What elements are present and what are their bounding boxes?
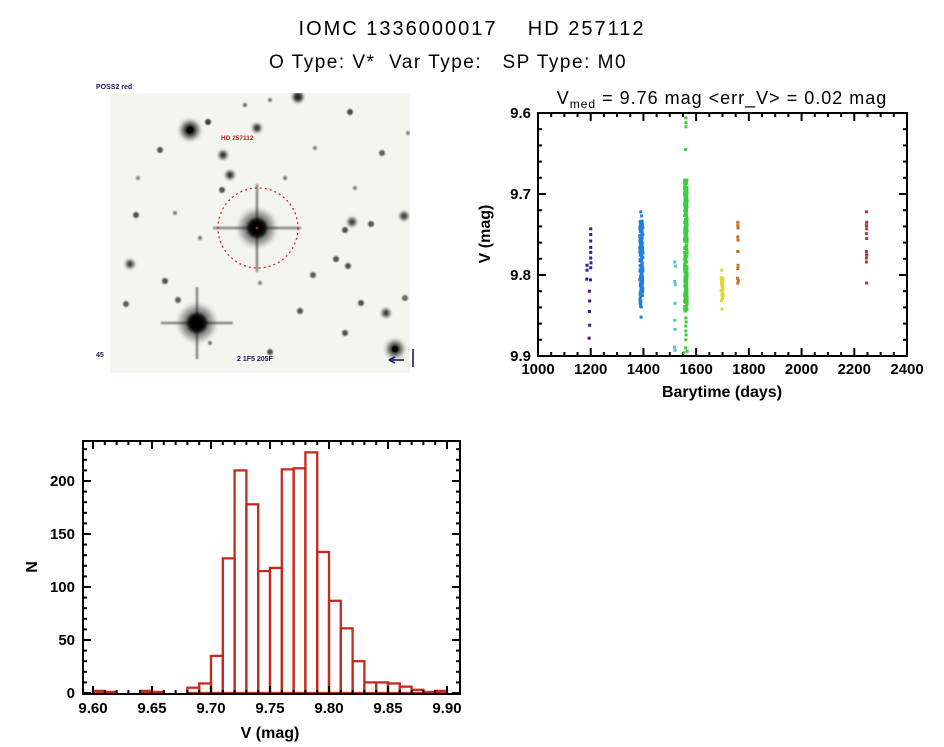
- svg-text:9.85: 9.85: [373, 700, 402, 717]
- svg-text:V (mag): V (mag): [241, 725, 300, 742]
- page-title: IOMC 1336000017 HD 257112: [298, 18, 646, 40]
- svg-text:9.90: 9.90: [432, 700, 461, 717]
- finder-chart-image: [110, 92, 410, 373]
- svg-text:9.70: 9.70: [196, 700, 225, 717]
- svg-text:9.9: 9.9: [510, 348, 531, 365]
- svg-text:200: 200: [50, 473, 75, 490]
- svg-text:N: N: [24, 561, 41, 573]
- finder-target-label: HD 257112: [221, 135, 254, 142]
- svg-text:100: 100: [50, 579, 75, 596]
- svg-text:1400: 1400: [627, 361, 660, 378]
- svg-text:1000: 1000: [521, 361, 554, 378]
- svg-text:9.60: 9.60: [78, 700, 107, 717]
- svg-text:50: 50: [58, 632, 75, 649]
- svg-text:9.7: 9.7: [510, 186, 531, 203]
- svg-text:Vmed = 9.76 mag <err_V> = 0.02: Vmed = 9.76 mag <err_V> = 0.02 mag: [557, 88, 888, 111]
- svg-text:1200: 1200: [574, 361, 607, 378]
- finder-corner-label: 45: [96, 352, 104, 359]
- svg-text:1800: 1800: [732, 361, 765, 378]
- svg-text:9.75: 9.75: [255, 700, 284, 717]
- svg-text:2000: 2000: [785, 361, 818, 378]
- svg-text:9.80: 9.80: [314, 700, 343, 717]
- histogram-chart: 9.60 9.65 9.70 9.75 9.80 9.85 9.90 0 50 100 150 200…: [24, 440, 462, 742]
- svg-text:9.6: 9.6: [510, 105, 531, 122]
- svg-text:V (mag): V (mag): [477, 205, 494, 264]
- light-curve-chart: Vmed = 9.76 mag <err_V> = 0.02 mag 1000 12…: [477, 88, 924, 401]
- svg-text:2200: 2200: [838, 361, 871, 378]
- svg-text:0: 0: [67, 685, 75, 702]
- star-field-image: [110, 92, 410, 373]
- svg-text:Barytime (days): Barytime (days): [662, 384, 782, 401]
- svg-text:2400: 2400: [890, 361, 923, 378]
- svg-text:9.8: 9.8: [510, 267, 531, 284]
- svg-text:9.65: 9.65: [137, 700, 166, 717]
- svg-text:150: 150: [50, 526, 75, 543]
- svg-text:1600: 1600: [679, 361, 712, 378]
- finder-bottom-label: 2 1F5 205F: [237, 356, 273, 363]
- compass-icon: [388, 349, 414, 367]
- finder-survey-label: POSS2 red: [96, 84, 133, 91]
- page-subtitle: O Type: V* Var Type: SP Type: M0: [268, 52, 628, 73]
